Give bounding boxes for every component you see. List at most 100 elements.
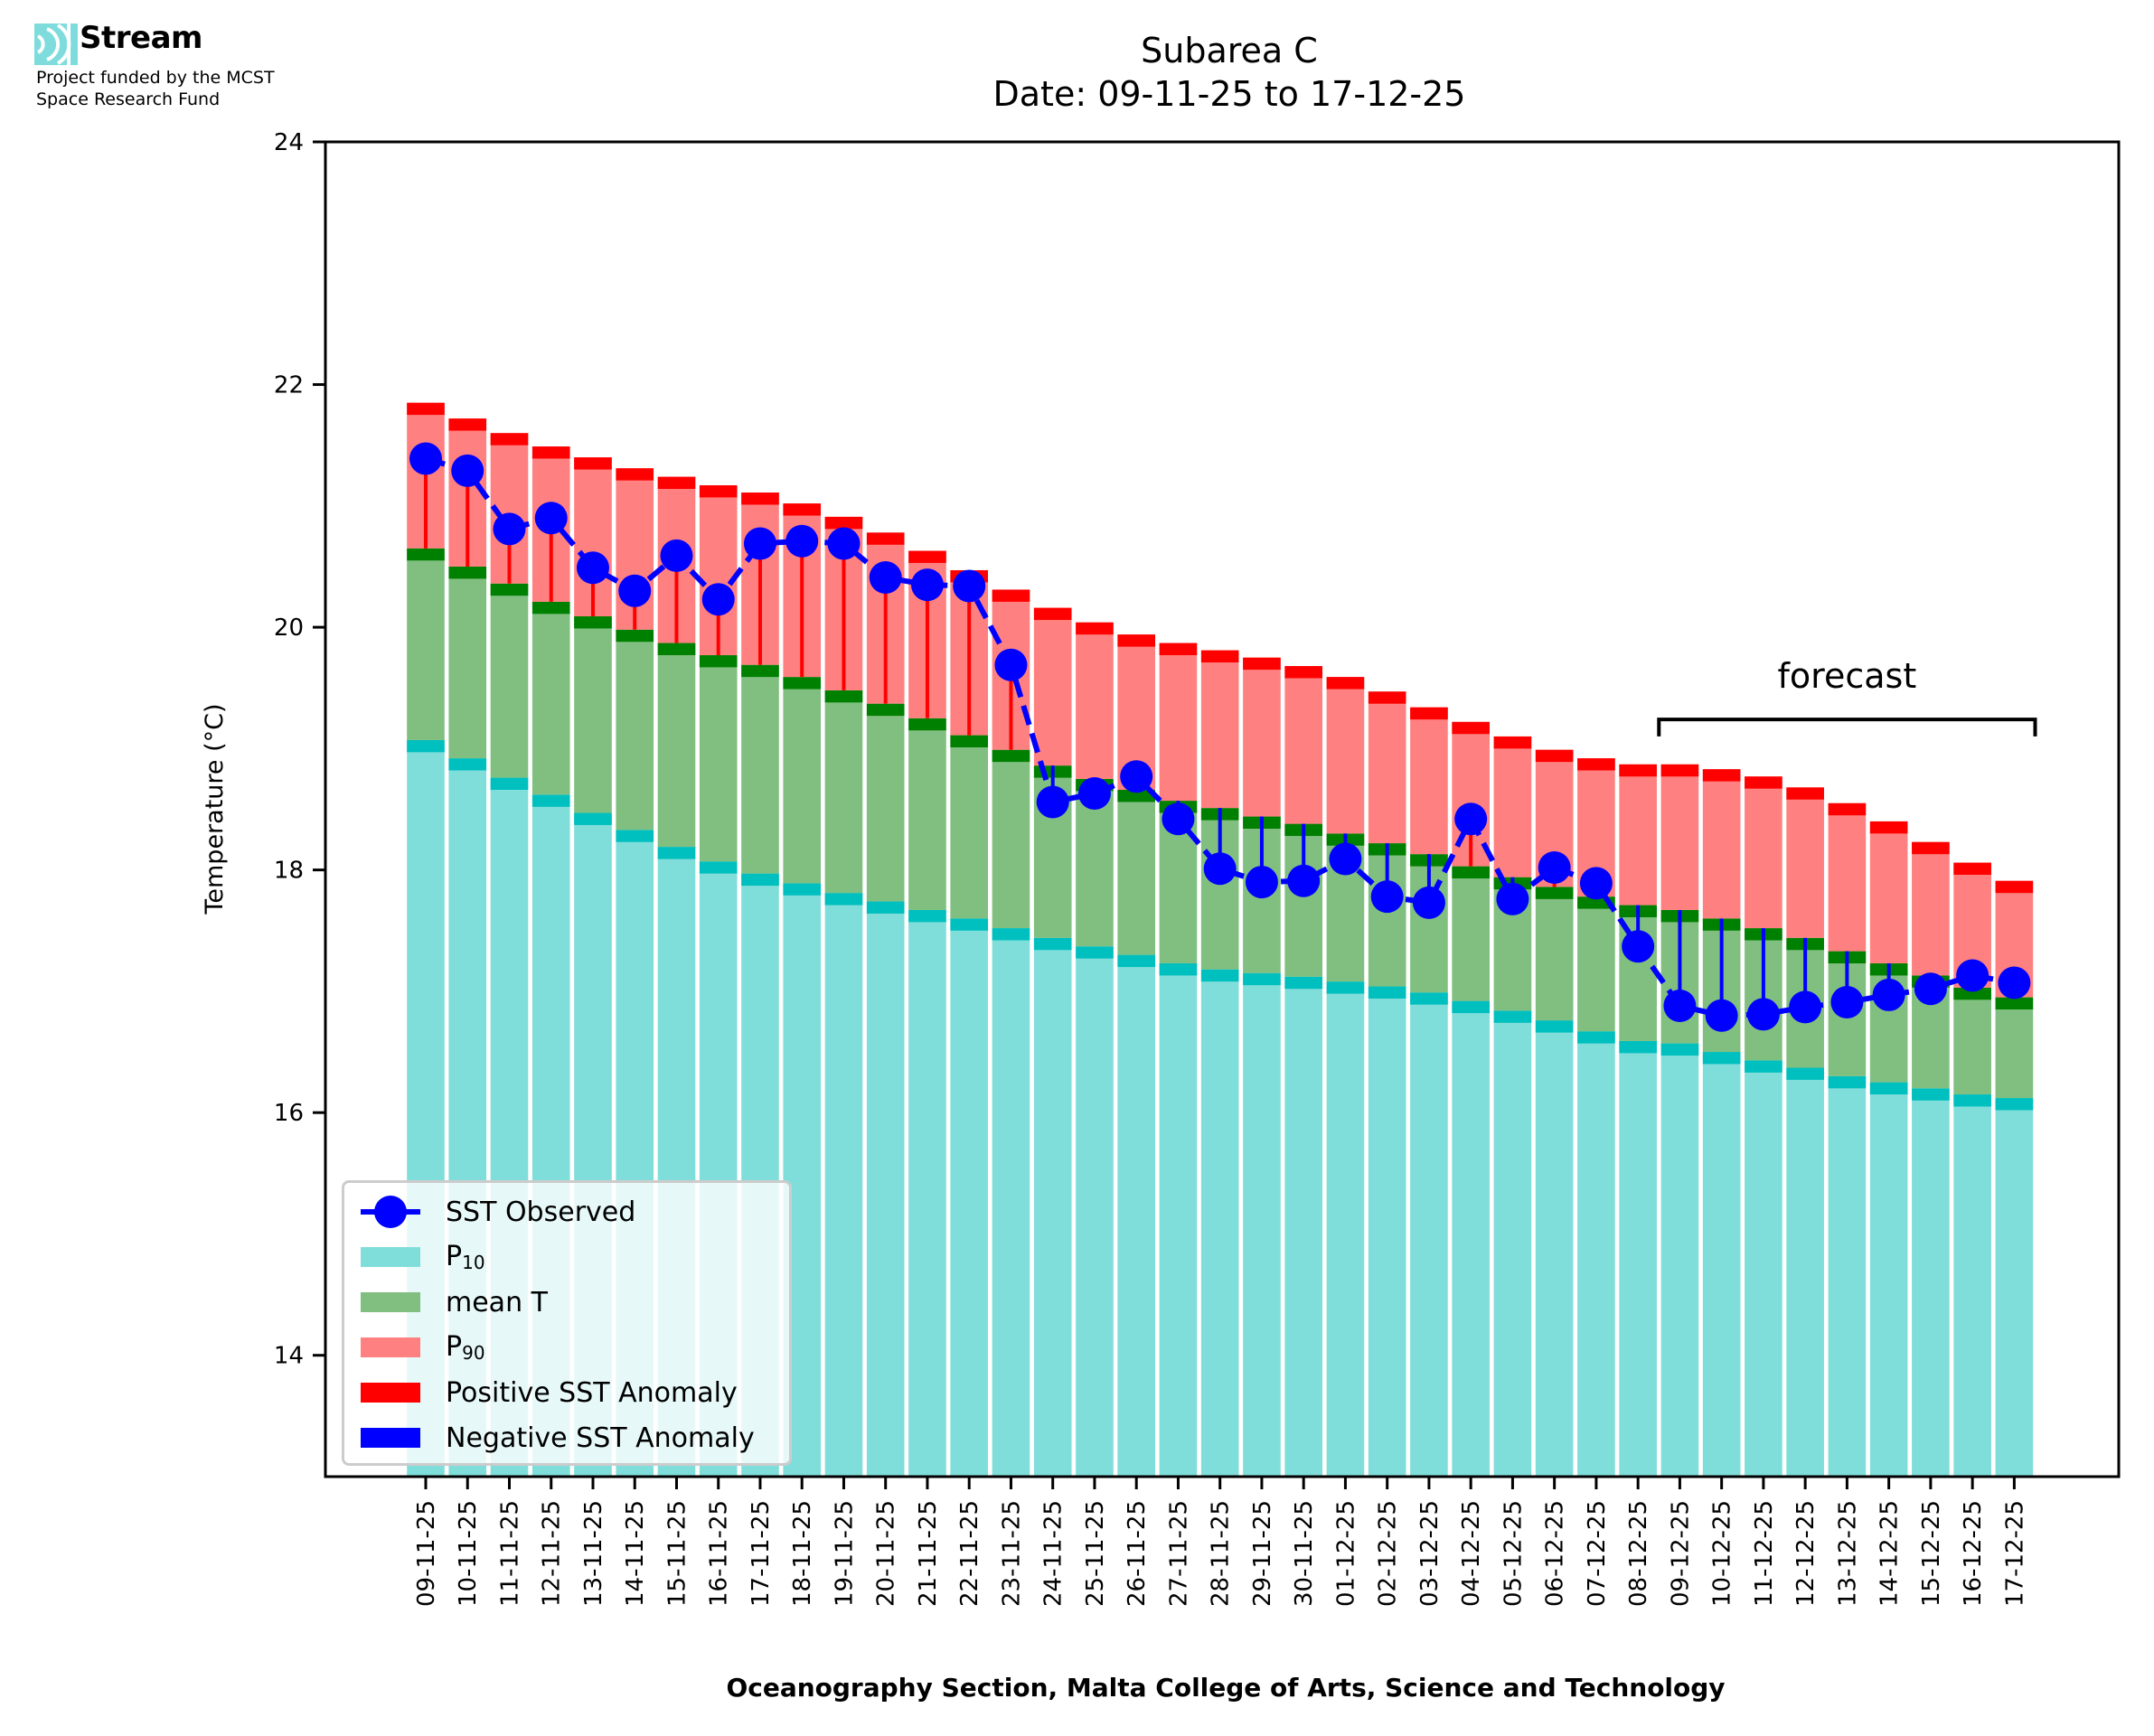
p10-bar (1702, 1052, 1741, 1477)
p90-cap (699, 484, 738, 498)
p10-bar (1535, 1020, 1574, 1477)
p10-cap (1326, 981, 1365, 994)
mean-bar (908, 718, 946, 910)
p90-cap (1076, 622, 1114, 635)
bars-layer (407, 402, 2034, 1477)
mean-cap (574, 616, 612, 629)
p90-cap (866, 532, 905, 545)
p90-cap (741, 493, 779, 505)
p90-cap (1535, 749, 1574, 763)
x-tick-label: 09-11-25 (413, 1500, 440, 1607)
p10-bar (1995, 1098, 2034, 1477)
x-tick-label: 15-12-25 (1918, 1500, 1945, 1607)
p10-cap (1995, 1098, 2034, 1111)
p10-bar (908, 909, 946, 1477)
mean-cap (866, 703, 905, 717)
x-axis-label: Oceanography Section, Malta College of A… (726, 1673, 1725, 1703)
p90-cap (1493, 736, 1532, 749)
observed-point (1789, 990, 1822, 1024)
mean-bar (824, 690, 863, 894)
p10-bar (1033, 937, 1072, 1477)
mean-cap (616, 629, 654, 643)
legend: SST Observed P10 mean T P90 Positive SST… (342, 1180, 792, 1466)
p90-bar (1828, 802, 1867, 952)
p10-cap (699, 861, 738, 874)
p10-cap (908, 909, 946, 923)
p10-bar (1117, 954, 1156, 1477)
p90-bar (1869, 821, 1908, 964)
observed-point (409, 442, 442, 475)
x-tick-label: 18-11-25 (789, 1500, 816, 1607)
p10-cap (1745, 1060, 1782, 1073)
p90-cap (1117, 634, 1156, 647)
mean-bar (448, 566, 487, 759)
p90-bar (1619, 764, 1657, 906)
mean-bar (992, 749, 1030, 929)
p90-cap (1243, 657, 1281, 671)
observed-point (534, 502, 568, 535)
p10-bar (950, 918, 989, 1477)
p90-cap (1368, 691, 1406, 704)
observed-point (1077, 777, 1111, 811)
logo-name: Stream (80, 20, 202, 56)
p90-cap (407, 402, 445, 416)
p90-cap (1912, 841, 1950, 855)
p90-cap (1326, 677, 1365, 690)
observed-point (576, 551, 609, 585)
mean-bar (657, 643, 696, 848)
mean-cap (992, 749, 1030, 763)
legend-swatch-positive (361, 1383, 420, 1403)
mean-cap (908, 718, 946, 731)
x-tick-label: 11-12-25 (1751, 1500, 1778, 1607)
p90-cap (1953, 862, 1991, 876)
p10-bar (1577, 1031, 1615, 1477)
p90-cap (1619, 764, 1657, 777)
axes: 14 16 18 20 22 24 09-11-25 10-11-25 11-11-25 12-1… (274, 129, 2121, 1607)
mean-bar (950, 735, 989, 919)
observed-point (1329, 842, 1362, 876)
axes-frame (324, 140, 2121, 1478)
p90-bar (1284, 666, 1322, 824)
mean-cap (1535, 887, 1574, 899)
p90-cap (824, 516, 863, 530)
observed-point (953, 569, 986, 603)
p90-cap (992, 589, 1030, 602)
legend-swatch-negative (361, 1428, 420, 1448)
observed-point (493, 512, 526, 546)
observed-point (1830, 985, 1864, 1018)
p90-bar (1493, 736, 1532, 877)
x-tick-label: 07-12-25 (1584, 1500, 1611, 1607)
p10-cap (448, 758, 487, 771)
p90-cap (1577, 758, 1615, 771)
x-tick-label: 20-11-25 (873, 1500, 900, 1607)
p90-cap (783, 503, 822, 516)
x-tick-label: 12-11-25 (539, 1500, 566, 1607)
p10-cap (866, 901, 905, 914)
p10-bar (1159, 963, 1198, 1477)
observed-point (1454, 802, 1488, 836)
p10-cap (824, 893, 863, 906)
legend-swatch-p10 (361, 1247, 420, 1267)
p10-cap (1869, 1082, 1908, 1095)
mean-bar (1953, 987, 1991, 1095)
observed-point (701, 583, 735, 616)
observed-marker-icon (361, 1196, 420, 1228)
p10-cap (741, 873, 779, 887)
p10-cap (1660, 1043, 1699, 1056)
legend-label: P90 (446, 1331, 485, 1364)
p90-bar (1745, 776, 1782, 929)
p10-cap (1117, 954, 1156, 968)
y-axis-label: Temperature (°C) (201, 703, 229, 915)
x-tick-label: 27-11-25 (1165, 1500, 1192, 1607)
p10-bar (1828, 1075, 1867, 1477)
chart-title: Subarea C (1141, 31, 1318, 70)
p90-cap (1786, 787, 1824, 800)
p10-bar (992, 928, 1030, 1477)
p90-cap (1033, 607, 1072, 621)
p90-cap (1702, 769, 1741, 782)
p10-bar (1660, 1043, 1699, 1477)
y-tick-label: 22 (274, 372, 304, 399)
p10-bar (1869, 1082, 1908, 1477)
p90-bar (1159, 643, 1198, 802)
